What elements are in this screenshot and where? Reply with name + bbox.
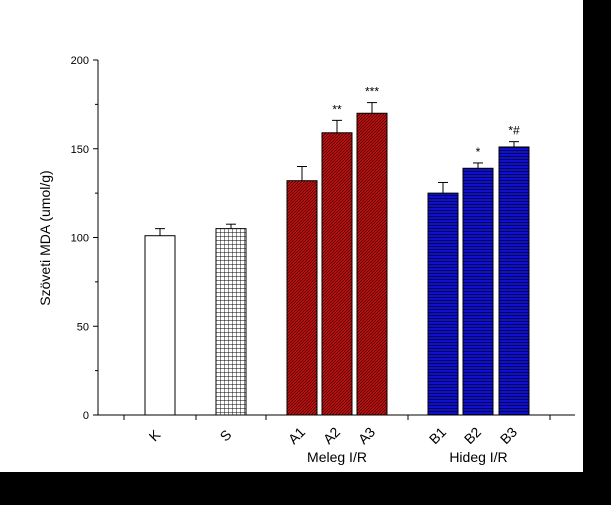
group-label: Meleg I/R xyxy=(307,449,367,465)
bar-b2 xyxy=(462,167,494,416)
y-tick-label: 150 xyxy=(71,144,89,156)
y-axis-title: Szöveti MDA (umol/g) xyxy=(37,170,53,305)
bar-a2 xyxy=(321,132,353,416)
y-tick-label: 50 xyxy=(77,321,89,333)
bars xyxy=(144,102,530,416)
y-tick-label: 0 xyxy=(83,410,89,422)
significance-label: * xyxy=(476,145,481,159)
category-label: K xyxy=(146,426,164,444)
category-label: B1 xyxy=(426,424,450,448)
group-label: Hideg I/R xyxy=(449,449,507,465)
bar-b1 xyxy=(427,192,459,416)
category-label: B2 xyxy=(461,424,485,448)
category-label: A2 xyxy=(320,424,344,448)
significance-label: ** xyxy=(332,102,342,116)
y-tick-label: 200 xyxy=(71,55,89,67)
y-tick-label: 100 xyxy=(71,233,89,245)
bar-a3 xyxy=(356,112,388,416)
category-label: S xyxy=(217,427,235,445)
bar-b3 xyxy=(498,146,530,416)
bar-k xyxy=(144,235,176,416)
category-label: A3 xyxy=(355,424,379,448)
significance-label: *# xyxy=(508,124,520,138)
significance-label: *** xyxy=(365,85,379,99)
category-label: A1 xyxy=(285,424,309,448)
bar-a1 xyxy=(286,180,318,416)
category-label: B3 xyxy=(497,424,521,448)
bar-s xyxy=(215,228,247,416)
